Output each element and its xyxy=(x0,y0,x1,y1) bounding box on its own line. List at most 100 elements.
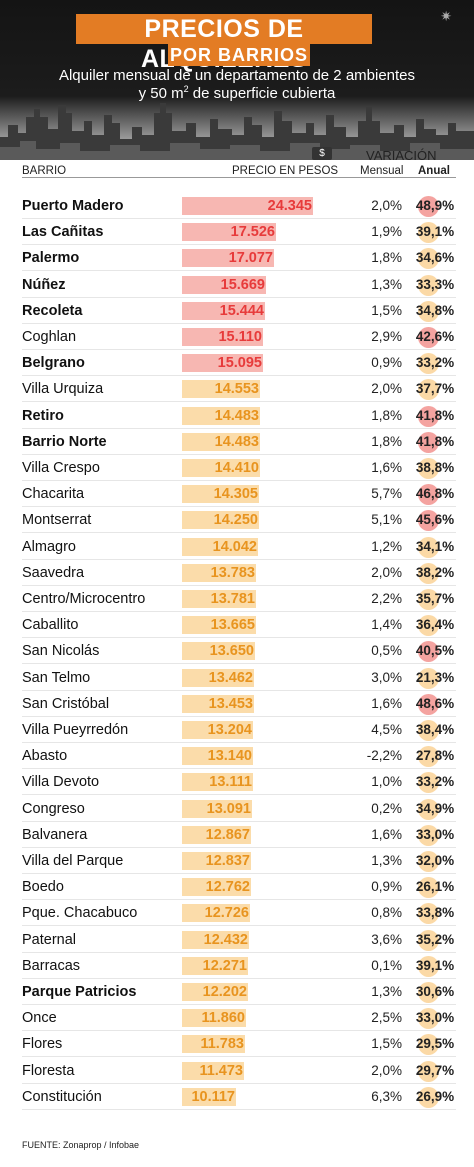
barrio-name: San Nicolás xyxy=(22,643,100,660)
mensual-value: 0,9% xyxy=(371,879,402,895)
row-divider xyxy=(22,1030,456,1032)
mensual-value: 1,8% xyxy=(371,433,402,449)
row-divider xyxy=(22,1004,456,1005)
price-bar xyxy=(182,301,265,320)
anual-value: 27,8% xyxy=(415,748,455,764)
barrio-name: San Telmo xyxy=(22,669,91,686)
mensual-value: 1,6% xyxy=(371,826,402,842)
anual-circle xyxy=(418,615,439,637)
anual-circle xyxy=(418,536,439,558)
anual-circle xyxy=(418,196,439,217)
anual-value: 35,2% xyxy=(415,931,455,947)
price-bar xyxy=(182,590,256,608)
barrio-name: Palermo xyxy=(22,250,80,267)
row-divider xyxy=(22,1082,456,1084)
price-bar xyxy=(182,459,260,477)
anual-value: 21,3% xyxy=(415,669,455,685)
subtitle-line-1: Alquiler mensual de un departamento de 2… xyxy=(58,67,416,84)
anual-value: 30,6% xyxy=(415,984,455,999)
row-divider xyxy=(22,244,456,246)
table-row: Retiro 14.483 1,8% 41,8% xyxy=(0,403,474,429)
subtitle-prefix: y 50 m xyxy=(138,85,184,102)
barrio-name: San Cristóbal xyxy=(22,695,110,712)
mensual-value: 1,5% xyxy=(371,302,402,318)
anual-value: 45,6% xyxy=(415,512,455,528)
barrio-name: Boedo xyxy=(22,879,64,896)
title-line-2: POR BARRIOS xyxy=(168,44,310,66)
row-divider xyxy=(22,846,456,848)
price-bar xyxy=(182,642,255,661)
row-divider xyxy=(22,663,456,665)
gear-icon: ✷ xyxy=(440,8,452,24)
mensual-value: 0,1% xyxy=(371,957,402,973)
price-label: 13.091 xyxy=(206,800,251,817)
barrio-name: Saavedra xyxy=(22,564,85,581)
anual-circle xyxy=(418,300,439,322)
price-bar xyxy=(182,747,253,766)
price-label: 14.553 xyxy=(214,381,259,398)
price-label: 13.111 xyxy=(209,774,252,791)
anual-value: 39,1% xyxy=(415,224,455,240)
price-bar xyxy=(182,328,263,346)
mensual-value: 1,3% xyxy=(371,853,402,868)
price-label: 15.110 xyxy=(218,329,262,345)
row-divider xyxy=(22,873,456,874)
table-row: Paternal 12.432 3,6% 35,2% xyxy=(0,927,474,953)
barrio-name: Centro/Microcentro xyxy=(22,591,146,607)
anual-value: 34,9% xyxy=(415,800,455,816)
price-label: 14.410 xyxy=(214,460,259,476)
price-label: 13.204 xyxy=(207,722,252,738)
row-divider xyxy=(22,611,456,612)
anual-value: 39,1% xyxy=(415,957,455,973)
row-divider xyxy=(22,715,456,717)
table-row: Almagro 14.042 1,2% 34,1% xyxy=(0,534,474,560)
anual-circle xyxy=(418,903,439,925)
anual-value: 38,8% xyxy=(415,460,455,475)
barrio-name: Barracas xyxy=(22,957,81,974)
barrio-name: Chacarita xyxy=(22,486,85,503)
anual-circle xyxy=(418,222,439,244)
table-row: Coghlan 15.110 2,9% 42,6% xyxy=(0,324,474,350)
row-divider xyxy=(22,480,456,481)
anual-value: 37,7% xyxy=(415,381,455,397)
barrio-name: Congreso xyxy=(22,800,85,817)
table-row: Montserrat 14.250 5,1% 45,6% xyxy=(0,507,474,534)
anual-value: 46,8% xyxy=(415,486,455,502)
price-bar xyxy=(182,878,251,897)
price-label: 12.867 xyxy=(205,826,250,843)
table-row: Parque Patricios 12.202 1,3% 30,6% xyxy=(0,979,474,1005)
row-divider xyxy=(22,977,456,979)
anual-circle xyxy=(418,1008,439,1030)
barrio-name: Villa Urquiza xyxy=(22,381,104,398)
mensual-value: 1,2% xyxy=(371,538,402,554)
row-divider xyxy=(22,506,456,508)
price-label: 14.250 xyxy=(213,512,258,529)
barrio-name: Floresta xyxy=(22,1062,75,1079)
row-divider xyxy=(22,951,456,953)
price-label: 13.462 xyxy=(208,669,253,686)
price-bar xyxy=(182,852,251,870)
anual-value: 34,6% xyxy=(415,250,455,266)
row-divider xyxy=(22,742,456,743)
barrio-name: Parque Patricios xyxy=(22,984,137,1000)
price-label: 12.432 xyxy=(203,931,248,948)
anual-circle xyxy=(418,379,439,401)
price-bar xyxy=(182,668,254,687)
mensual-value: 2,0% xyxy=(371,1062,402,1078)
price-bar xyxy=(182,354,263,373)
price-label: 12.762 xyxy=(205,879,250,896)
mensual-value: 1,5% xyxy=(371,1036,402,1052)
anual-value: 33,2% xyxy=(415,774,455,790)
table-row: Congreso 13.091 0,2% 34,9% xyxy=(0,796,474,822)
row-divider xyxy=(22,296,456,298)
price-bar xyxy=(182,485,259,504)
anual-circle xyxy=(418,458,439,479)
row-divider xyxy=(22,218,456,219)
price-label: 14.042 xyxy=(212,538,257,555)
row-divider xyxy=(22,453,456,455)
subtitle-sup: 2 xyxy=(183,84,189,94)
anual-value: 38,4% xyxy=(415,722,455,737)
anual-value: 48,6% xyxy=(415,695,455,711)
barrio-name: Villa del Parque xyxy=(22,853,124,869)
barrio-name: Recoleta xyxy=(22,302,83,319)
